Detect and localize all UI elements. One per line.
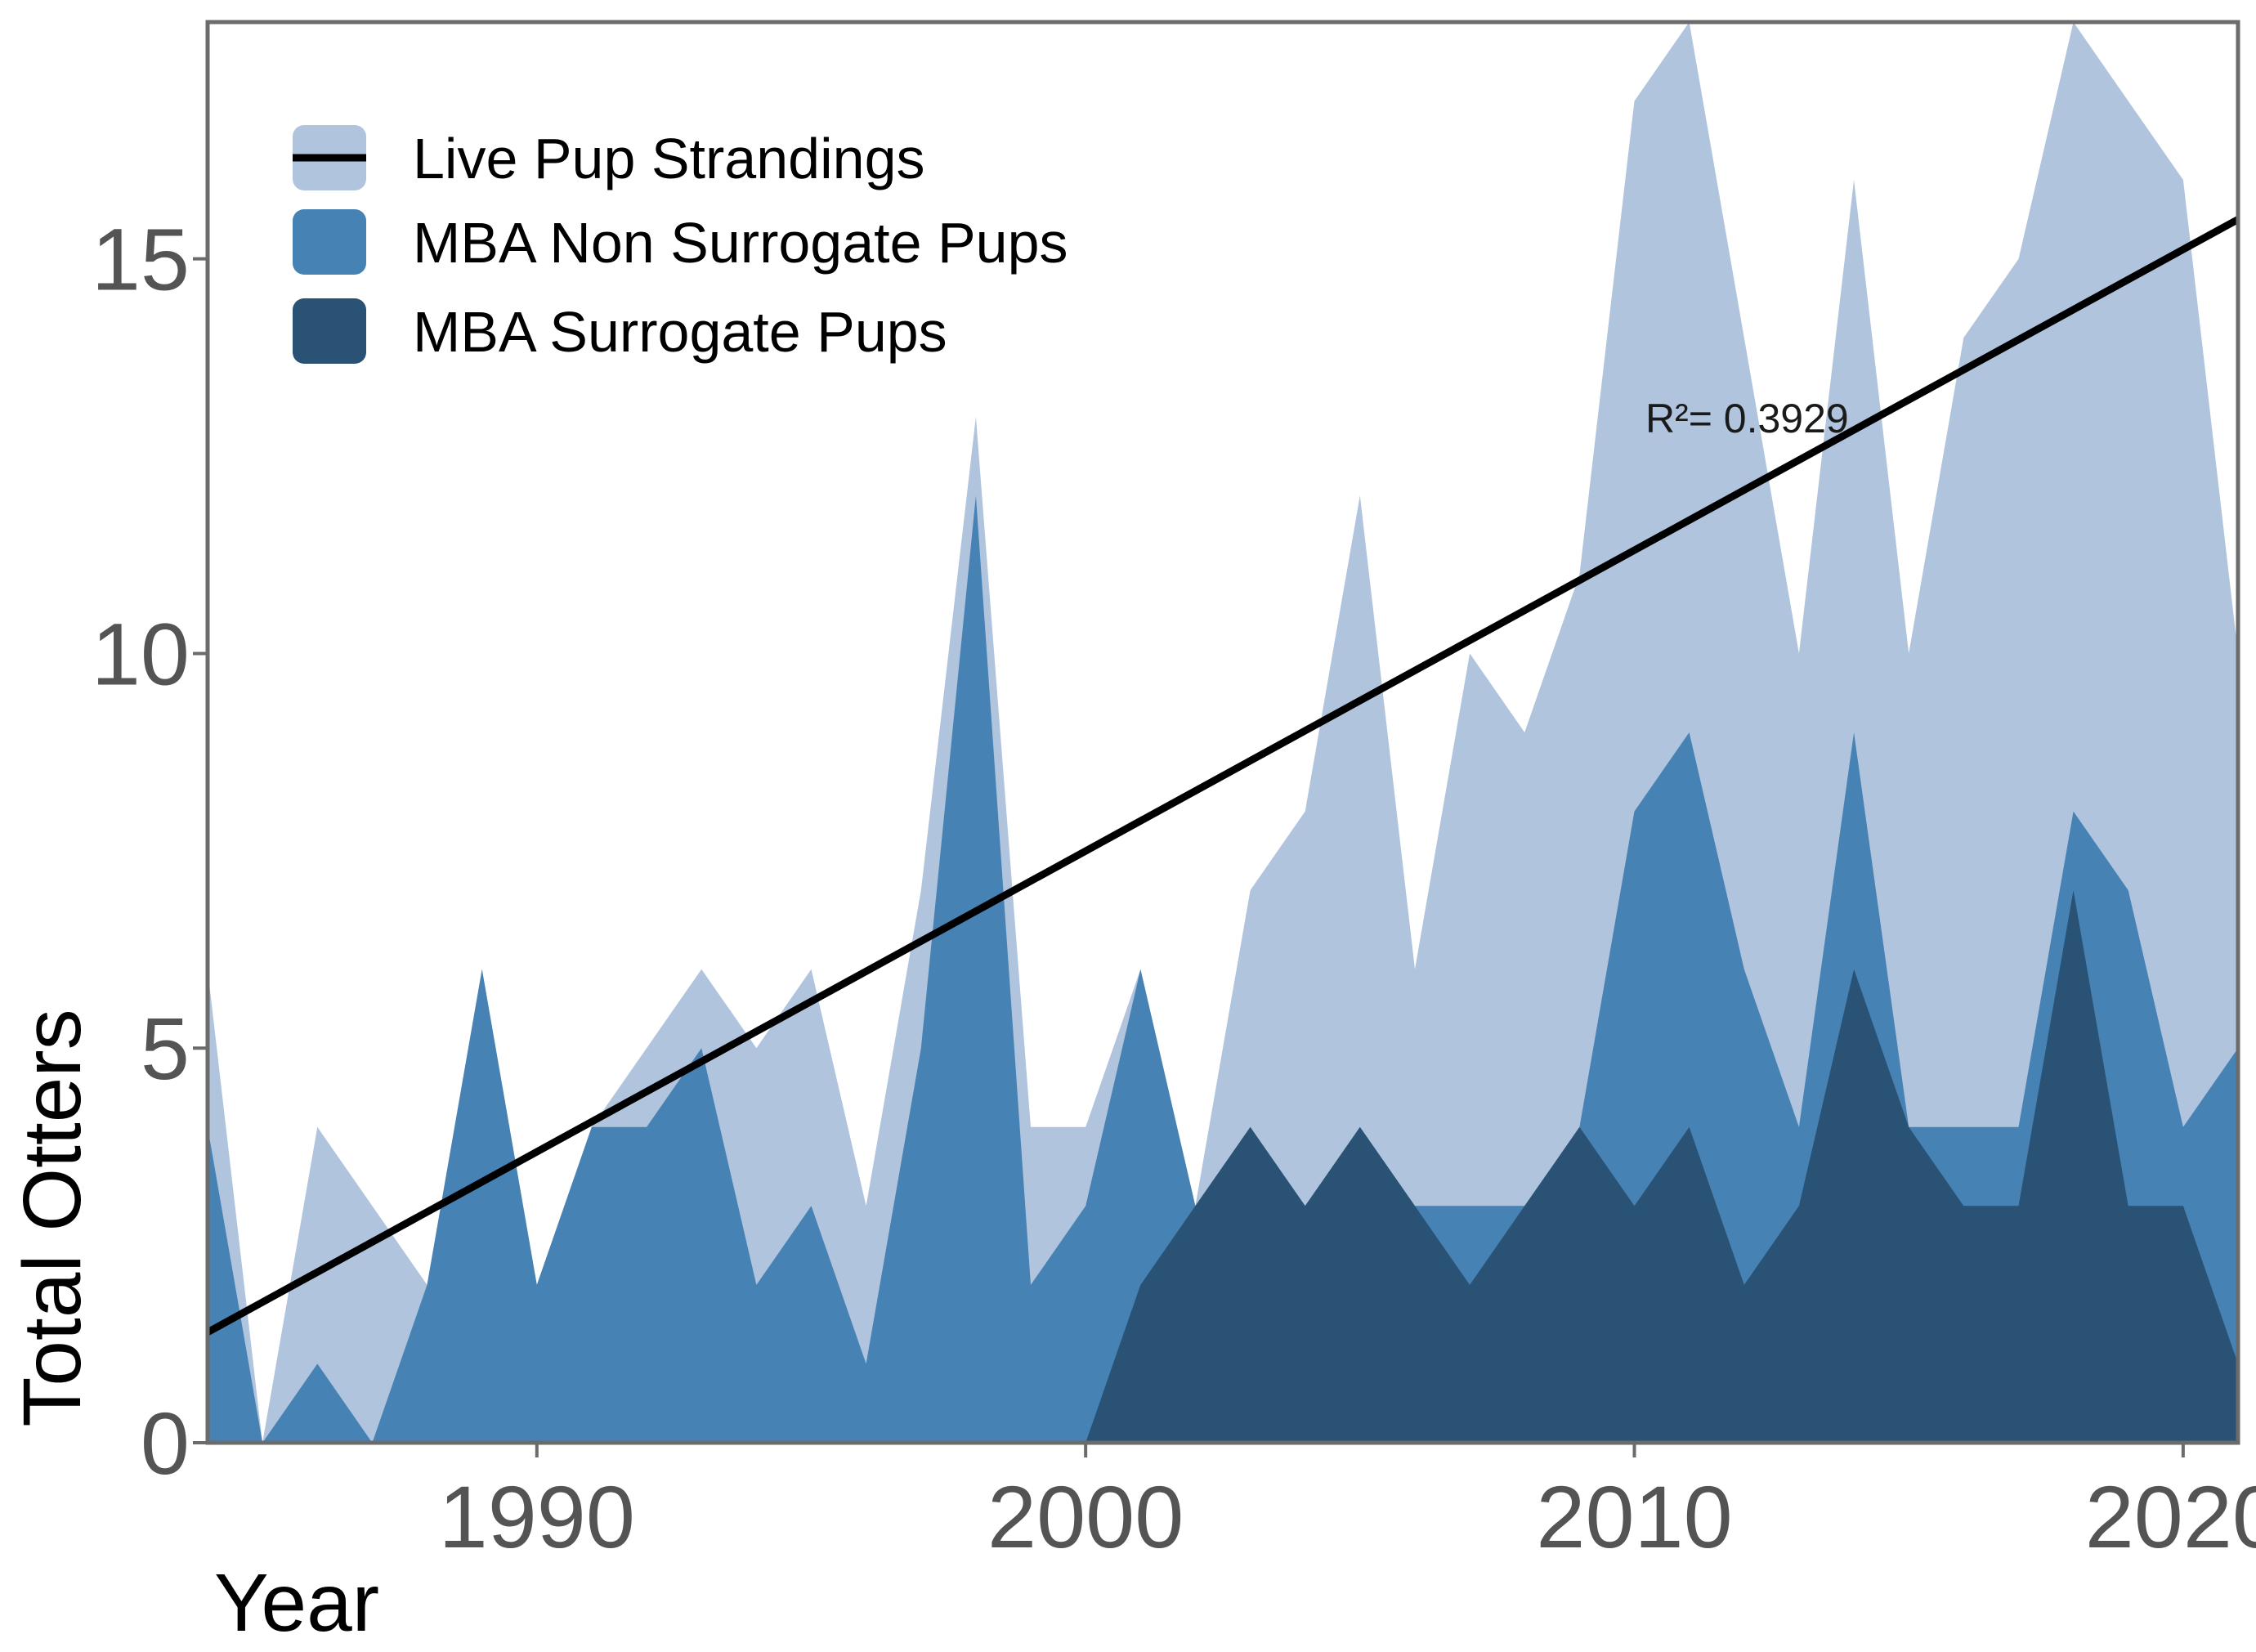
legend: Live Pup Strandings MBA Non Surrogate Pu… xyxy=(293,125,1068,364)
y-tick-label: 10 xyxy=(92,604,190,703)
x-tick-label: 1990 xyxy=(439,1467,635,1566)
area-surrogate xyxy=(1085,890,2238,1443)
r-squared-label: R²= 0.3929 xyxy=(1645,396,1849,441)
area-series-group xyxy=(208,22,2238,1443)
x-tick-label: 2010 xyxy=(1536,1467,1732,1566)
legend-swatch-nonsurrogate xyxy=(293,209,366,275)
y-tick-label: 15 xyxy=(92,210,190,309)
x-axis-label: Year xyxy=(214,1557,379,1649)
legend-swatch-surrogate xyxy=(293,298,366,364)
plot-frame xyxy=(205,20,2240,1445)
area-nonsurrogate xyxy=(208,495,2238,1443)
y-tick-label: 0 xyxy=(141,1394,190,1493)
y-axis-label: Total Otters xyxy=(7,1009,98,1426)
trendline xyxy=(205,216,2240,1336)
x-tick-label: 2000 xyxy=(987,1467,1184,1566)
legend-label-live: Live Pup Strandings xyxy=(413,127,925,190)
legend-label-nonsurrogate: MBA Non Surrogate Pups xyxy=(413,211,1068,275)
trendline-group xyxy=(205,216,2240,1336)
legend-label-surrogate: MBA Surrogate Pups xyxy=(413,300,947,364)
y-tick-label: 5 xyxy=(141,999,190,1098)
